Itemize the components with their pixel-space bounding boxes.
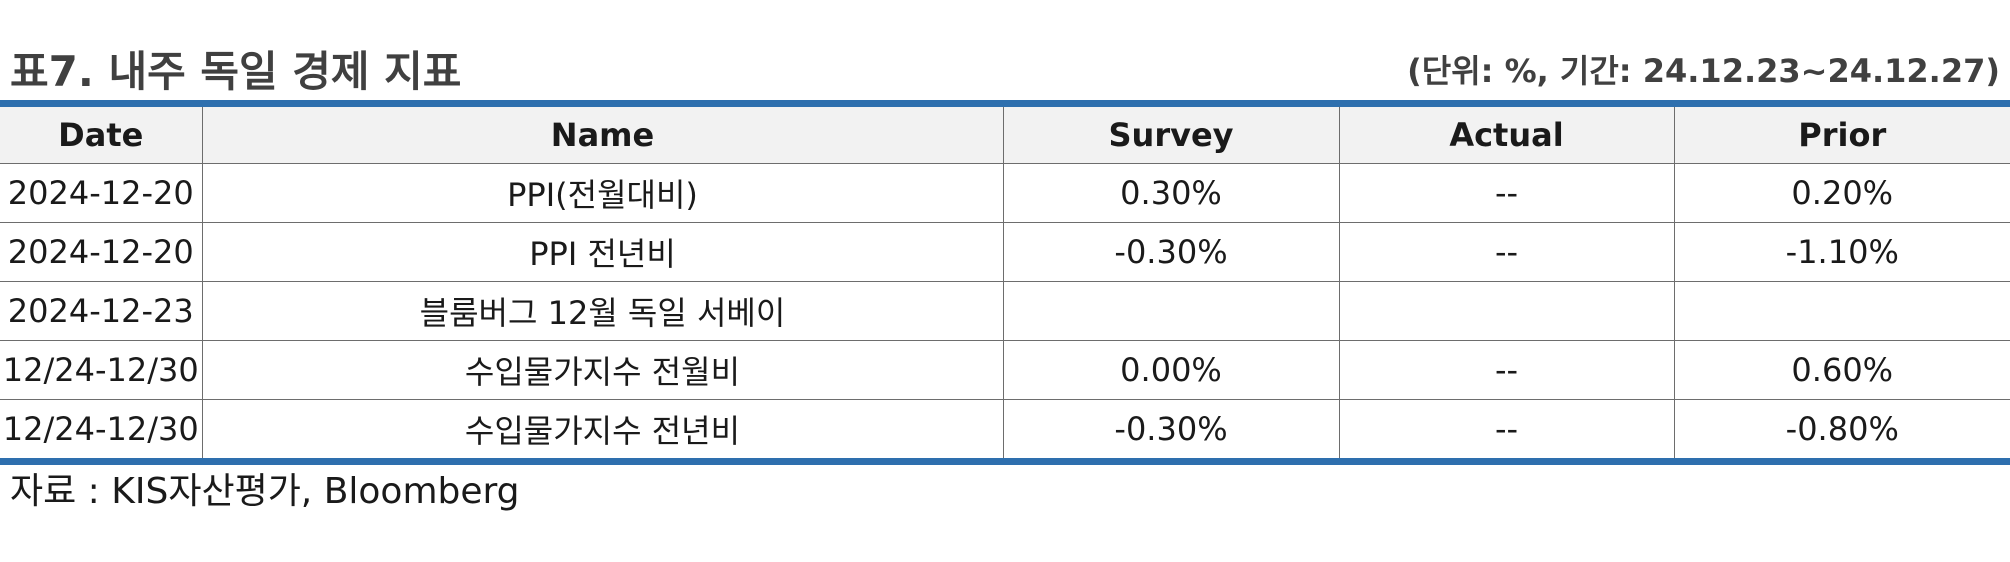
cell-survey: -0.30%	[1002, 221, 1340, 281]
cell-actual: --	[1338, 339, 1675, 399]
cell-survey	[1002, 280, 1340, 340]
cell-date: 12/24-12/30	[0, 398, 203, 458]
cell-date: 2024-12-20	[0, 163, 203, 222]
unit-note: (단위: %, 기간: 24.12.23~24.12.27)	[1407, 52, 2000, 90]
header-survey: Survey	[1002, 107, 1340, 164]
cell-date: 2024-12-23	[0, 280, 203, 340]
table-header-row: Date Name Survey Actual Prior	[0, 107, 2010, 164]
cell-actual: --	[1338, 398, 1675, 458]
cell-prior: 0.20%	[1673, 163, 2010, 222]
table-row: 12/24-12/30 수입물가지수 전년비 -0.30% -- -0.80%	[0, 398, 2010, 458]
cell-prior: -0.80%	[1673, 398, 2010, 458]
header-prior: Prior	[1673, 107, 2010, 164]
indicator-table-container: Date Name Survey Actual Prior 2024-12-20…	[0, 100, 2010, 465]
table-row: 2024-12-20 PPI 전년비 -0.30% -- -1.10%	[0, 221, 2010, 281]
cell-survey: -0.30%	[1002, 398, 1340, 458]
cell-actual	[1338, 280, 1675, 340]
table-row: 2024-12-23 블룸버그 12월 독일 서베이	[0, 280, 2010, 340]
cell-prior: -1.10%	[1673, 221, 2010, 281]
cell-survey: 0.30%	[1002, 163, 1340, 222]
cell-prior: 0.60%	[1673, 339, 2010, 399]
table-title: 표7. 내주 독일 경제 지표	[10, 47, 462, 96]
cell-actual: --	[1338, 163, 1675, 222]
cell-actual: --	[1338, 221, 1675, 281]
cell-name: 수입물가지수 전년비	[201, 398, 1004, 458]
cell-date: 2024-12-20	[0, 221, 203, 281]
source-note: 자료 : KIS자산평가, Bloomberg	[10, 471, 520, 512]
header-actual: Actual	[1338, 107, 1675, 164]
cell-name: 수입물가지수 전월비	[201, 339, 1004, 399]
cell-name: 블룸버그 12월 독일 서베이	[201, 280, 1004, 340]
cell-survey: 0.00%	[1002, 339, 1340, 399]
header-name: Name	[201, 107, 1004, 164]
table-row: 2024-12-20 PPI(전월대비) 0.30% -- 0.20%	[0, 163, 2010, 222]
table-row: 12/24-12/30 수입물가지수 전월비 0.00% -- 0.60%	[0, 339, 2010, 399]
header-date: Date	[0, 107, 203, 164]
cell-name: PPI 전년비	[201, 221, 1004, 281]
indicator-table: Date Name Survey Actual Prior 2024-12-20…	[0, 107, 2010, 458]
cell-date: 12/24-12/30	[0, 339, 203, 399]
cell-name: PPI(전월대비)	[201, 163, 1004, 222]
cell-prior	[1673, 280, 2010, 340]
